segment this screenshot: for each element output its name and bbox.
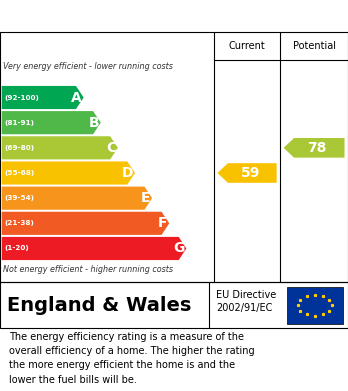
Polygon shape: [2, 212, 169, 235]
Text: 78: 78: [308, 141, 327, 155]
Text: (39-54): (39-54): [5, 195, 34, 201]
Polygon shape: [2, 161, 135, 185]
Polygon shape: [2, 187, 152, 210]
Text: (55-68): (55-68): [5, 170, 35, 176]
Text: The energy efficiency rating is a measure of the
overall efficiency of a home. T: The energy efficiency rating is a measur…: [9, 332, 254, 385]
Text: Energy Efficiency Rating: Energy Efficiency Rating: [10, 9, 232, 24]
Polygon shape: [2, 136, 118, 160]
Bar: [287, 287, 343, 324]
Text: (69-80): (69-80): [5, 145, 35, 151]
Text: D: D: [122, 166, 133, 180]
Text: EU Directive
2002/91/EC: EU Directive 2002/91/EC: [216, 290, 276, 313]
Text: Very energy efficient - lower running costs: Very energy efficient - lower running co…: [3, 63, 173, 72]
Text: England & Wales: England & Wales: [7, 296, 191, 315]
Text: (92-100): (92-100): [5, 95, 39, 100]
Polygon shape: [218, 163, 277, 183]
Text: Potential: Potential: [293, 41, 335, 51]
Text: C: C: [106, 141, 116, 155]
Polygon shape: [2, 86, 84, 109]
Text: F: F: [158, 216, 167, 230]
Text: (1-20): (1-20): [5, 246, 29, 251]
Polygon shape: [2, 237, 187, 260]
Text: (21-38): (21-38): [5, 220, 34, 226]
Text: 59: 59: [240, 166, 260, 180]
Text: B: B: [88, 116, 99, 130]
Text: A: A: [71, 90, 82, 104]
Polygon shape: [284, 138, 345, 158]
Polygon shape: [2, 111, 101, 134]
Text: Current: Current: [229, 41, 266, 51]
Text: E: E: [141, 191, 150, 205]
Text: G: G: [173, 242, 185, 255]
Text: Not energy efficient - higher running costs: Not energy efficient - higher running co…: [3, 265, 174, 274]
Text: (81-91): (81-91): [5, 120, 34, 126]
